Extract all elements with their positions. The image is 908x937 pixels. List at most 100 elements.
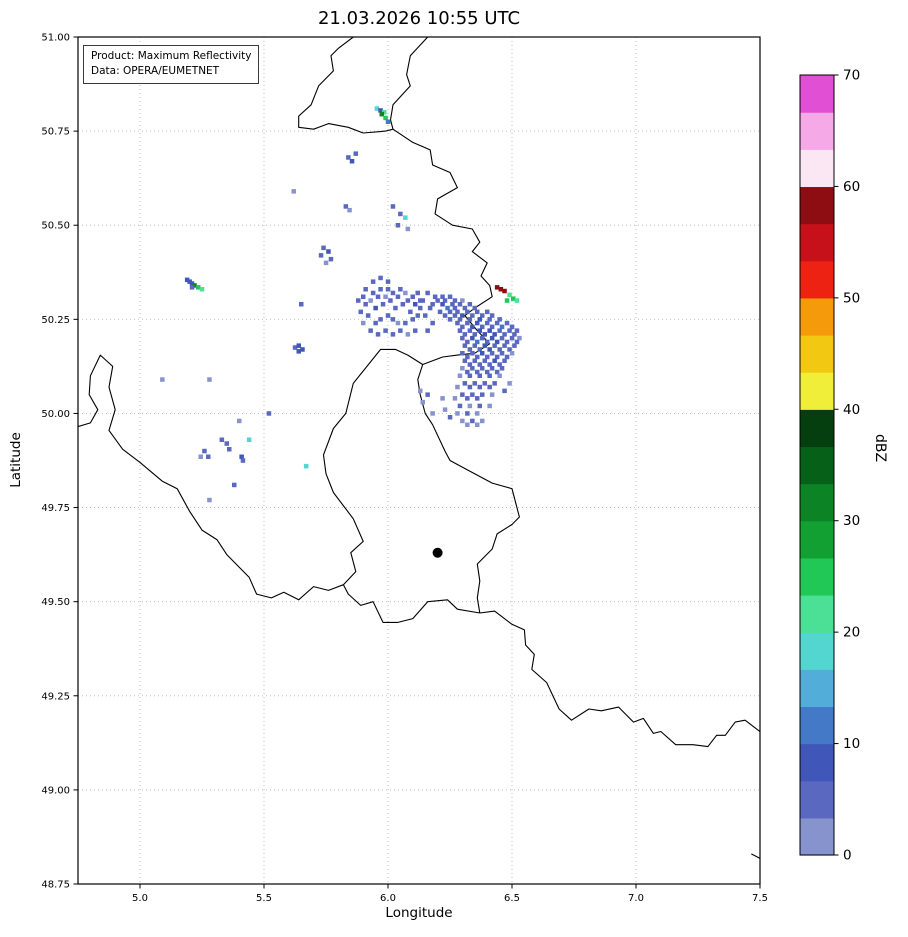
radar-cell <box>485 309 490 315</box>
radar-cell <box>445 305 450 311</box>
y-tick-label: 48.75 <box>41 880 70 891</box>
y-axis-ticks <box>73 36 78 885</box>
colorbar-band <box>800 223 834 262</box>
colorbar-tick-label: 40 <box>843 402 860 418</box>
radar-cell <box>430 302 435 307</box>
radar-cell <box>477 328 482 333</box>
radar-cell <box>415 290 420 296</box>
radar-cell <box>440 302 445 307</box>
radar-cell <box>432 294 438 299</box>
radar-cell <box>477 347 482 352</box>
radar-cell <box>347 207 352 213</box>
radar-cell <box>380 302 386 307</box>
radar-cell <box>187 279 192 284</box>
radar-cell <box>207 377 212 382</box>
radar-cell <box>494 354 500 360</box>
radar-cell <box>494 320 500 326</box>
radar-cell <box>465 320 470 326</box>
radar-cell <box>296 343 301 348</box>
radar-cell <box>383 115 388 121</box>
radar-cell <box>192 283 197 288</box>
radar-cell <box>368 328 373 333</box>
radar-cell <box>373 305 378 311</box>
radar-cell <box>361 320 366 326</box>
radar-cell <box>512 332 517 337</box>
radar-cell <box>160 377 165 382</box>
border-fragment-se <box>751 853 760 859</box>
radar-cell <box>472 343 477 348</box>
radar-cell <box>382 110 387 115</box>
radar-cell <box>300 347 305 352</box>
radar-cell <box>447 415 453 420</box>
radar-cell <box>497 328 502 333</box>
x-tick-label: 5.0 <box>132 893 148 904</box>
radar-cell <box>227 447 232 452</box>
nl-de-border <box>389 37 429 130</box>
radar-cell <box>232 482 237 488</box>
radar-cell <box>206 454 211 459</box>
radar-cell <box>502 343 507 348</box>
radar-cell <box>507 292 512 298</box>
radar-cell <box>410 317 415 322</box>
station-marker <box>432 547 443 558</box>
radar-cell <box>470 335 475 341</box>
radar-cell <box>467 384 473 390</box>
radar-cell <box>472 305 477 311</box>
radar-cell <box>420 399 425 405</box>
radar-cell <box>378 287 383 292</box>
x-axis-label: Longitude <box>385 905 453 921</box>
radar-cell <box>487 347 492 352</box>
radar-cell <box>368 298 373 303</box>
colorbar-tick-label: 50 <box>843 290 860 306</box>
radar-cell <box>413 328 418 333</box>
radar-cell <box>398 287 403 292</box>
radar-cell <box>363 287 368 292</box>
radar-cell <box>480 392 485 397</box>
radar-cell <box>489 335 495 341</box>
radar-cell <box>323 260 329 266</box>
radar-cell <box>410 294 415 299</box>
radar-cell <box>452 305 458 311</box>
radar-cell <box>470 313 475 318</box>
radar-cell <box>480 313 485 318</box>
radar-cell <box>413 302 418 307</box>
radar-cell <box>403 290 408 296</box>
radar-cell <box>499 324 505 330</box>
colorbar-band <box>800 297 834 336</box>
radar-cell <box>492 343 497 348</box>
figure-title: 21.03.2026 10:55 UTC <box>317 8 521 29</box>
radar-cell <box>487 328 492 333</box>
x-tick-label: 7.5 <box>752 893 768 904</box>
radar-cell <box>199 287 205 292</box>
y-tick-label: 50.50 <box>41 221 70 232</box>
radar-cell <box>467 373 473 378</box>
radar-cell <box>492 381 497 386</box>
radar-cell <box>462 381 468 386</box>
radar-cell <box>418 388 423 394</box>
radar-cell <box>405 298 411 303</box>
radar-cell <box>485 320 490 326</box>
radar-cell <box>497 317 502 322</box>
y-tick-label: 51.00 <box>41 33 70 44</box>
radar-cell <box>237 418 242 424</box>
x-axis-ticks <box>139 884 761 889</box>
radar-cell <box>349 159 355 164</box>
radar-cell <box>504 298 510 303</box>
radar-cell <box>465 369 470 375</box>
radar-cell <box>437 309 443 315</box>
radar-cell <box>477 384 482 390</box>
product-label: Product: Maximum Reflectivity <box>91 50 252 62</box>
radar-cell <box>326 249 331 254</box>
radar-cell <box>390 317 396 322</box>
radar-cell <box>497 362 502 367</box>
radar-cell <box>378 275 383 281</box>
radar-cell <box>507 381 512 386</box>
y-tick-label: 49.00 <box>41 785 70 796</box>
radar-cell <box>489 351 495 356</box>
radar-cell <box>246 437 252 442</box>
radar-cell <box>475 422 480 427</box>
radar-cell <box>379 111 384 117</box>
radar-cell <box>442 407 448 412</box>
radar-cell <box>467 317 473 322</box>
radar-cell <box>462 305 468 311</box>
